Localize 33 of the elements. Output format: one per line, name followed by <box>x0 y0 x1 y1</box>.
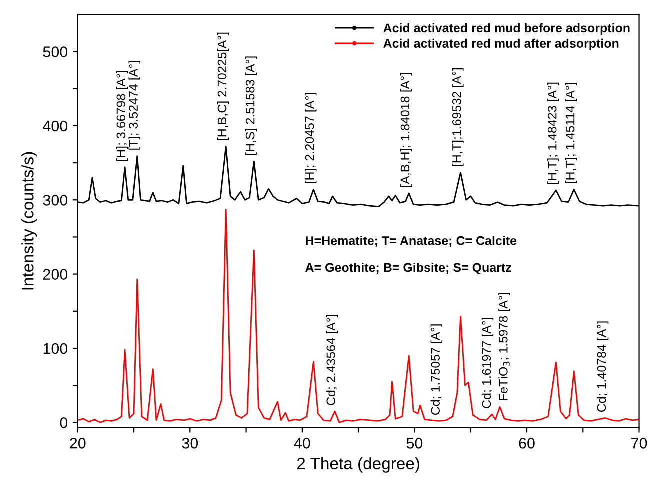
y-tick-label: 300 <box>43 195 68 206</box>
y-tick-label: 0 <box>60 418 68 428</box>
annotation: [H,T];1.69532 [A°] <box>452 68 464 166</box>
annotation: H=Hematite; T= Anatase; C= Calcite <box>306 236 517 248</box>
annotation: FeTiO$_{3}$; 1.5978 [A°] <box>498 292 510 401</box>
annotation: Cd; 2.43564 [A°] <box>326 315 338 406</box>
annotation: [T]; 3.52474 [A°] <box>128 61 140 150</box>
annotation: [H,T]; 1.48423 [A°] <box>548 82 560 184</box>
legend-label: Acid activated red mud before adsorption <box>384 23 630 36</box>
x-tick-label: 20 <box>70 438 86 449</box>
y-tick-label: 400 <box>43 120 68 132</box>
annotation: [H]; 2.20457 [A°] <box>305 93 317 184</box>
annotation: Cd; 1.61977 [A°] <box>482 318 494 408</box>
line-series <box>78 209 640 424</box>
x-tick-label: 30 <box>182 438 198 449</box>
legend-label: Acid activated red mud after adsorption <box>384 38 619 50</box>
x-tick-label: 60 <box>519 438 535 449</box>
annotation: [H,S] 2.51583 [A°] <box>246 56 258 156</box>
annotation: [A,B,H]; 1.84018 [A°] <box>400 73 412 188</box>
annotation: [H,B,C] 2.70225[A°] <box>217 32 230 140</box>
x-tick-label: 40 <box>294 438 310 449</box>
y-tick-label: 500 <box>43 46 68 58</box>
y-tick-label: 100 <box>44 343 68 354</box>
annotation: Cd; 1.40784 [A°] <box>596 322 609 412</box>
y-axis-title: Intensity (counts/s) <box>22 152 38 290</box>
x-tick-label: 50 <box>406 438 423 449</box>
x-tick-label: 70 <box>632 438 648 449</box>
annotation: [H,T]; 1.45114 [A°] <box>566 83 578 184</box>
x-axis-title: 2 Theta (degree) <box>297 457 420 473</box>
annotation: [H]; 3.66798 [A°] <box>116 70 128 162</box>
y-tick-label: 200 <box>43 269 68 280</box>
annotation: A= Geothite; B= Gibsite; S= Quartz <box>306 262 512 274</box>
annotation: Cd; 1.75057 [A°] <box>430 324 442 416</box>
